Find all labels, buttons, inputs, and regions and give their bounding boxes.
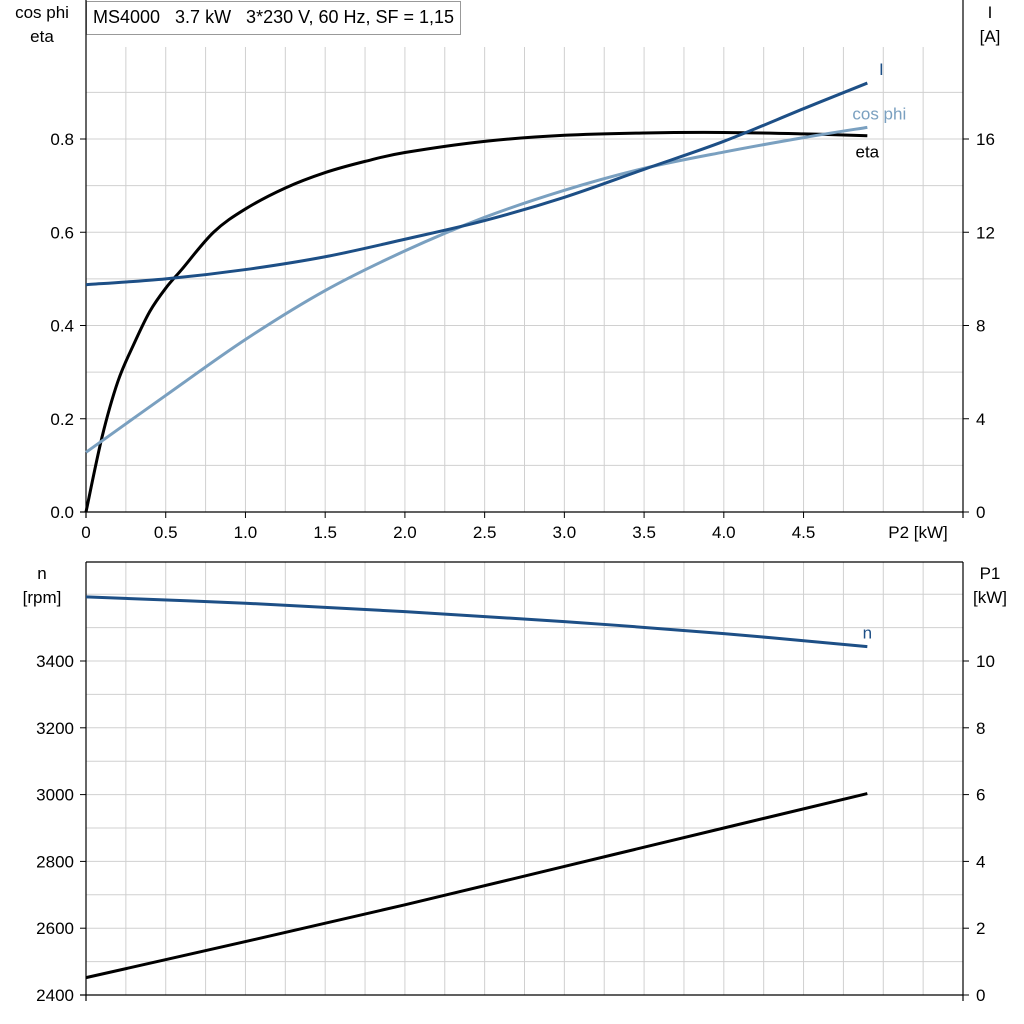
x-axis-label: P2 [kW] [888,523,948,542]
right-tick-label: 4 [976,410,985,429]
left-tick-label: 0.0 [50,503,74,522]
right-tick-label: 8 [976,719,985,738]
series-line-i [85,81,868,287]
left-tick-label: 0.4 [50,317,74,336]
x-tick-label: 4.5 [792,523,816,542]
right-axis-label: [kW] [973,588,1007,607]
chart-title: MS4000 3.7 kW 3*230 V, 60 Hz, SF = 1,15 [86,1,462,35]
left-tick-label: 0.2 [50,410,74,429]
series-label-n: n [863,624,872,643]
right-tick-label: 6 [976,786,985,805]
series-label-cos-phi: cos phi [852,104,906,123]
right-tick-label: 8 [976,317,985,336]
x-tick-label: 3.0 [553,523,577,542]
right-tick-label: 16 [976,130,995,149]
grid-lines [86,47,964,512]
left-tick-label: 3400 [36,652,74,671]
left-axis-label: [rpm] [23,588,62,607]
x-tick-label: 0 [81,523,90,542]
left-tick-label: 2800 [36,852,74,871]
x-tick-label: 2.0 [393,523,417,542]
x-tick-label: 3.5 [632,523,656,542]
series-label-i: I [879,60,884,79]
series-line-cos-phi [85,125,868,454]
left-tick-label: 0.6 [50,223,74,242]
x-tick-label: 2.5 [473,523,497,542]
grid-lines [86,562,964,995]
left-axis-label: eta [30,27,54,46]
right-tick-label: 12 [976,223,995,242]
x-tick-label: 1.0 [234,523,258,542]
right-axis-label: P1 [980,564,1001,583]
x-tick-label: 0.5 [154,523,178,542]
left-tick-label: 0.8 [50,130,74,149]
right-tick-label: 10 [976,652,995,671]
left-axis-label: cos phi [15,3,69,22]
series-line-eta [84,130,868,513]
left-axis-label: n [37,564,46,583]
right-tick-label: 4 [976,852,985,871]
left-tick-label: 2400 [36,986,74,1005]
right-tick-label: 0 [976,503,985,522]
right-tick-label: 2 [976,919,985,938]
right-axis-label: I [988,3,993,22]
right-axis-label: [A] [980,27,1001,46]
top-chart-panel: 0.0 0.2 0.4 0.6 0.8 0 4 8 12 16 cos phi eta I [A] 0 0.5… [15,0,1000,542]
left-tick-label: 3000 [36,786,74,805]
right-tick-label: 0 [976,986,985,1005]
series-line-n [85,595,868,649]
series-line-p1 [85,792,868,980]
bottom-chart-panel: 2400 2600 2800 3000 3200 3400 0 2 4 6 8 10 n [rpm] P1 [… [23,561,1007,1005]
x-tick-label: 4.0 [712,523,736,542]
left-tick-label: 2600 [36,919,74,938]
series-label-eta: eta [856,143,880,162]
left-tick-label: 3200 [36,719,74,738]
x-tick-label: 1.5 [313,523,337,542]
